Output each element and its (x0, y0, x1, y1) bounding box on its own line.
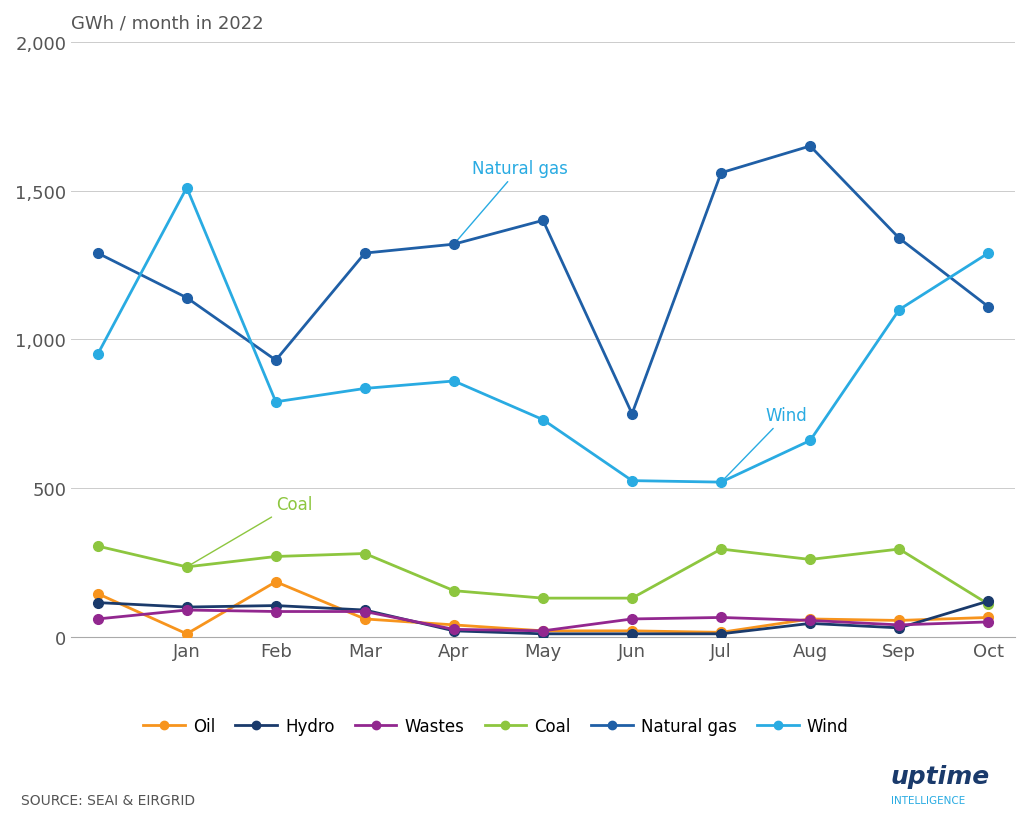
Oil (893, 616, 905, 626)
Hydro (537, 629, 549, 639)
Hydro (358, 605, 371, 615)
Natural gas (982, 302, 994, 312)
Wind (804, 436, 817, 446)
Oil (537, 626, 549, 636)
Coal (448, 586, 460, 596)
Oil (715, 628, 727, 638)
Hydro (180, 602, 193, 612)
Line: Wastes: Wastes (93, 605, 993, 636)
Natural gas (270, 356, 282, 366)
Text: SOURCE: SEAI & EIRGRID: SOURCE: SEAI & EIRGRID (21, 793, 195, 807)
Wind (448, 377, 460, 387)
Line: Hydro: Hydro (93, 596, 993, 639)
Coal (982, 599, 994, 609)
Line: Oil: Oil (93, 577, 993, 639)
Wastes (626, 614, 639, 624)
Line: Wind: Wind (93, 184, 993, 488)
Coal (804, 555, 817, 565)
Hydro (626, 629, 639, 639)
Hydro (448, 626, 460, 636)
Coal (893, 545, 905, 555)
Wind (358, 384, 371, 394)
Wastes (537, 626, 549, 636)
Natural gas (537, 216, 549, 226)
Natural gas (715, 169, 727, 179)
Wind (92, 349, 104, 359)
Natural gas (92, 248, 104, 258)
Oil (358, 614, 371, 624)
Wind (626, 476, 639, 486)
Wastes (804, 616, 817, 626)
Coal (715, 545, 727, 555)
Hydro (893, 623, 905, 633)
Wind (180, 184, 193, 194)
Oil (92, 589, 104, 599)
Legend: Oil, Hydro, Wastes, Coal, Natural gas, Wind: Oil, Hydro, Wastes, Coal, Natural gas, W… (136, 710, 855, 742)
Hydro (804, 619, 817, 628)
Wind (270, 397, 282, 407)
Coal (270, 551, 282, 561)
Wind (715, 478, 727, 488)
Natural gas (448, 240, 460, 250)
Text: uptime: uptime (891, 764, 990, 788)
Text: INTELLIGENCE: INTELLIGENCE (891, 795, 965, 805)
Line: Natural gas: Natural gas (93, 142, 993, 419)
Oil (270, 577, 282, 587)
Oil (804, 614, 817, 624)
Coal (92, 542, 104, 551)
Hydro (715, 629, 727, 639)
Natural gas (626, 409, 639, 419)
Coal (180, 562, 193, 572)
Text: Natural gas: Natural gas (455, 160, 568, 243)
Wind (893, 306, 905, 315)
Text: Coal: Coal (190, 495, 312, 566)
Wind (537, 415, 549, 425)
Wastes (92, 614, 104, 624)
Hydro (92, 598, 104, 608)
Wastes (893, 620, 905, 630)
Natural gas (804, 142, 817, 152)
Wastes (715, 613, 727, 623)
Oil (448, 620, 460, 630)
Oil (626, 626, 639, 636)
Oil (180, 629, 193, 639)
Hydro (270, 601, 282, 611)
Wastes (270, 607, 282, 617)
Wastes (358, 607, 371, 617)
Natural gas (893, 234, 905, 244)
Wastes (180, 605, 193, 615)
Natural gas (358, 248, 371, 258)
Wind (982, 248, 994, 258)
Oil (982, 613, 994, 623)
Text: GWh / month in 2022: GWh / month in 2022 (71, 15, 264, 33)
Coal (358, 549, 371, 559)
Text: Wind: Wind (723, 407, 808, 480)
Natural gas (180, 293, 193, 303)
Line: Coal: Coal (93, 542, 993, 609)
Coal (537, 594, 549, 604)
Hydro (982, 596, 994, 606)
Coal (626, 594, 639, 604)
Wastes (448, 624, 460, 634)
Wastes (982, 617, 994, 627)
